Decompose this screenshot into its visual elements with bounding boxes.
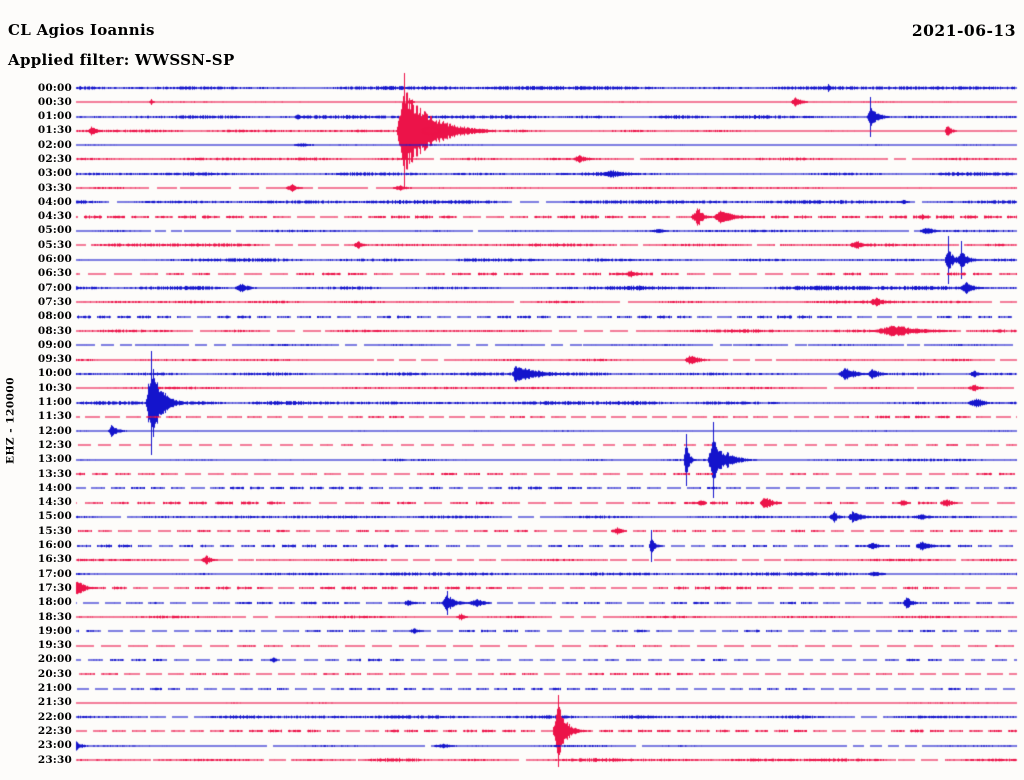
- time-label: 09:00: [37, 338, 72, 351]
- time-label: 19:00: [37, 624, 72, 637]
- time-label: 10:00: [37, 367, 72, 380]
- time-label: 23:00: [37, 739, 72, 752]
- time-label: 13:30: [37, 467, 72, 480]
- time-label: 01:30: [37, 124, 72, 137]
- time-label: 17:00: [37, 567, 72, 580]
- time-label: 07:30: [37, 295, 72, 308]
- time-label: 04:00: [37, 195, 72, 208]
- time-label: 08:30: [37, 324, 72, 337]
- time-label: 06:30: [37, 267, 72, 280]
- time-label: 18:00: [37, 596, 72, 609]
- time-label: 16:00: [37, 539, 72, 552]
- time-label: 14:30: [37, 496, 72, 509]
- time-label: 22:30: [37, 724, 72, 737]
- time-label: 05:30: [37, 238, 72, 251]
- time-labels-column: 00:00 00:30 01:00 01:30 02:00 02:30 03:00 03:30…: [0, 0, 72, 780]
- time-label: 02:30: [37, 152, 72, 165]
- time-label: 12:30: [37, 438, 72, 451]
- time-label: 13:00: [37, 453, 72, 466]
- time-label: 06:00: [37, 253, 72, 266]
- time-label: 22:00: [37, 710, 72, 723]
- time-label: 23:30: [37, 753, 72, 766]
- time-label: 15:30: [37, 524, 72, 537]
- time-label: 15:00: [37, 510, 72, 523]
- time-label: 12:00: [37, 424, 72, 437]
- time-label: 21:30: [37, 696, 72, 709]
- time-label: 09:30: [37, 353, 72, 366]
- time-label: 01:00: [37, 110, 72, 123]
- time-label: 03:30: [37, 181, 72, 194]
- time-label: 14:00: [37, 481, 72, 494]
- time-label: 03:00: [37, 167, 72, 180]
- time-label: 20:00: [37, 653, 72, 666]
- time-label: 19:30: [37, 639, 72, 652]
- time-label: 00:00: [37, 81, 72, 94]
- time-label: 11:30: [37, 410, 72, 423]
- time-label: 00:30: [37, 95, 72, 108]
- time-label: 08:00: [37, 310, 72, 323]
- time-label: 02:00: [37, 138, 72, 151]
- time-label: 20:30: [37, 667, 72, 680]
- time-label: 17:30: [37, 581, 72, 594]
- time-label: 10:30: [37, 381, 72, 394]
- time-label: 05:00: [37, 224, 72, 237]
- time-label: 21:00: [37, 682, 72, 695]
- time-label: 18:30: [37, 610, 72, 623]
- time-label: 16:30: [37, 553, 72, 566]
- time-label: 11:00: [37, 396, 72, 409]
- time-label: 04:30: [37, 210, 72, 223]
- time-label: 07:00: [37, 281, 72, 294]
